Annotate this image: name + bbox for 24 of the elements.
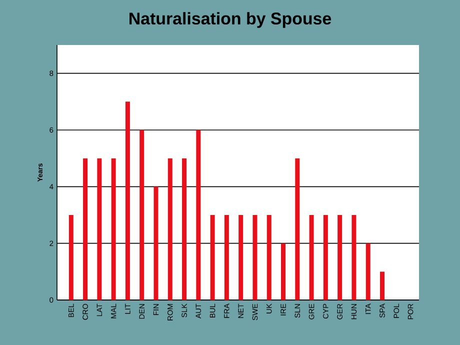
bar — [224, 215, 229, 300]
chart-title: Naturalisation by Spouse — [130, 12, 332, 28]
bar — [68, 215, 74, 300]
bar — [281, 243, 286, 300]
bar — [154, 186, 158, 300]
bar — [366, 243, 370, 300]
bar — [380, 272, 384, 300]
bar — [182, 158, 187, 300]
bar — [168, 158, 172, 300]
bar — [210, 215, 215, 300]
bar — [238, 215, 244, 300]
bar — [97, 158, 102, 300]
bar — [140, 130, 144, 300]
bar — [125, 102, 130, 300]
bar — [252, 215, 258, 300]
bar — [83, 158, 88, 300]
bar — [266, 215, 272, 300]
bar — [352, 215, 356, 300]
bar — [196, 130, 201, 300]
bar — [111, 158, 116, 300]
bar — [295, 158, 300, 300]
bar — [338, 215, 342, 300]
bar — [323, 215, 328, 300]
bar — [309, 215, 314, 300]
